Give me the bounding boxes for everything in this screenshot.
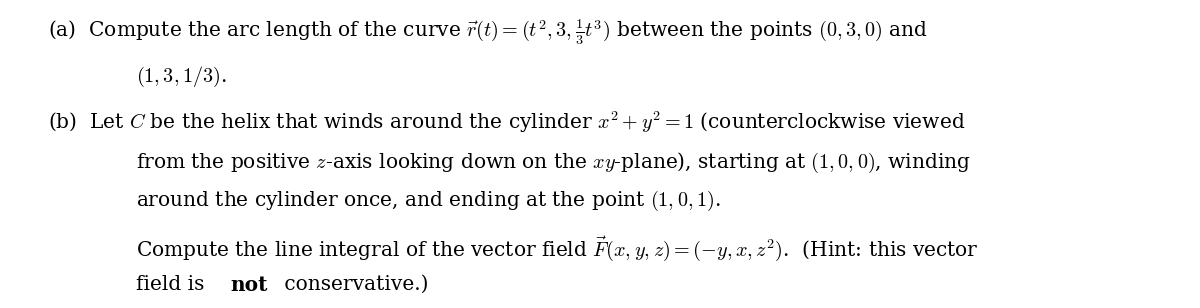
Text: not: not	[230, 275, 268, 295]
Text: $(1, 3, 1/3)$.: $(1, 3, 1/3)$.	[137, 65, 227, 89]
Text: (b)  Let $C$ be the helix that winds around the cylinder $x^2 + y^2 = 1$ (counte: (b) Let $C$ be the helix that winds arou…	[48, 110, 966, 136]
Text: conservative.): conservative.)	[277, 275, 428, 294]
Text: Compute the line integral of the vector field $\vec{F}(x, y, z) = (-y, x, z^2)$.: Compute the line integral of the vector …	[137, 234, 979, 263]
Text: around the cylinder once, and ending at the point $(1, 0, 1)$.: around the cylinder once, and ending at …	[137, 189, 721, 213]
Text: from the positive $z$-axis looking down on the $xy$-plane), starting at $(1, 0, : from the positive $z$-axis looking down …	[137, 151, 971, 175]
Text: (a)  Compute the arc length of the curve $\vec{r}(t) = (t^2, 3, \frac{1}{3}t^3)$: (a) Compute the arc length of the curve …	[48, 17, 929, 47]
Text: field is: field is	[137, 275, 211, 294]
